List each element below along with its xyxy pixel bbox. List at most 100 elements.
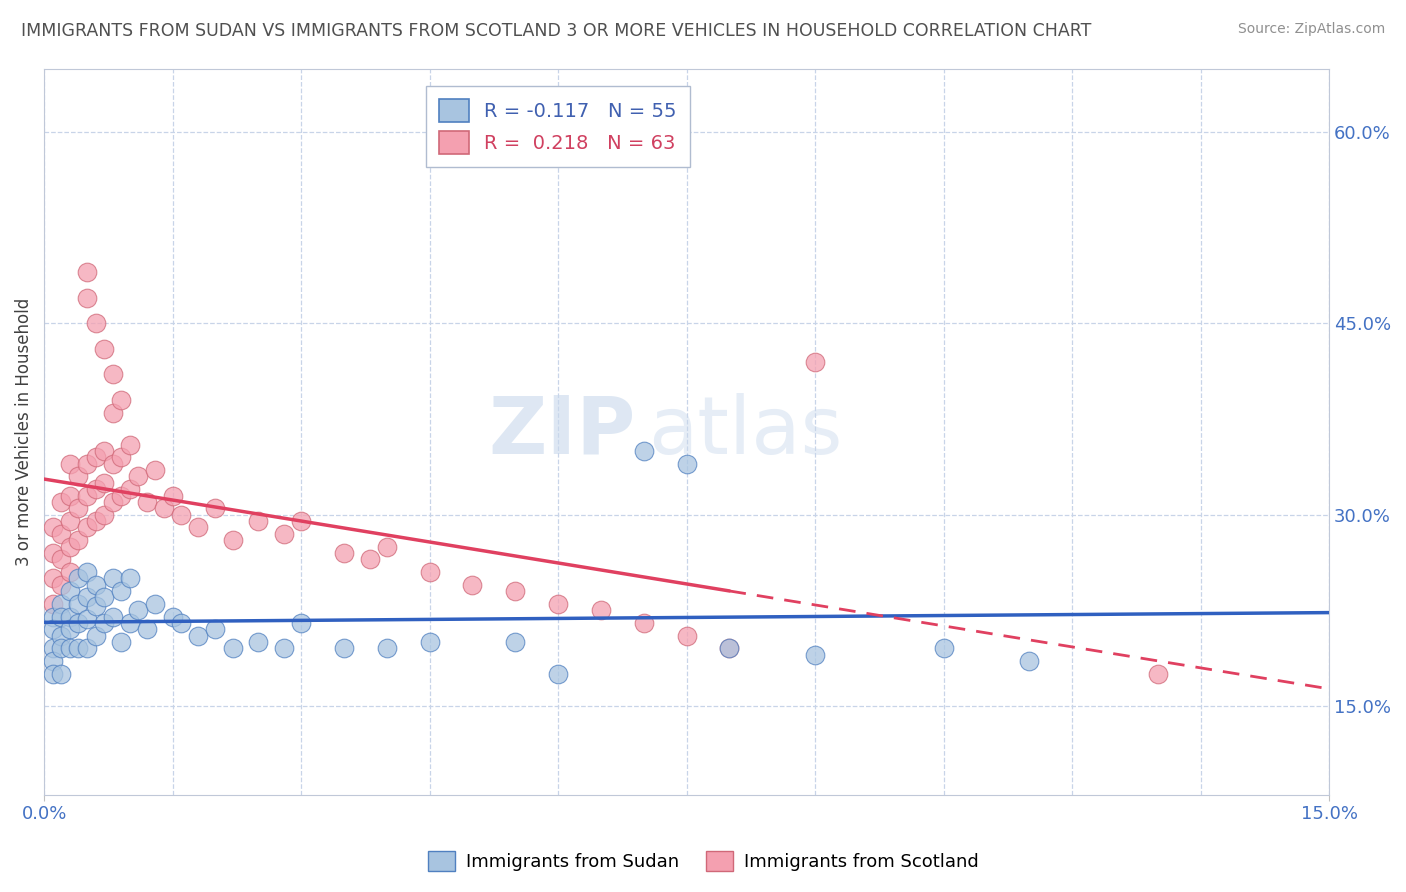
Point bbox=[118, 571, 141, 585]
Point bbox=[145, 597, 167, 611]
Point bbox=[51, 526, 73, 541]
Point bbox=[101, 368, 124, 382]
Point bbox=[503, 635, 526, 649]
Point bbox=[76, 565, 98, 579]
Point bbox=[93, 591, 115, 605]
Point bbox=[375, 641, 398, 656]
Point bbox=[110, 635, 132, 649]
Point bbox=[51, 578, 73, 592]
Point bbox=[84, 514, 107, 528]
Point bbox=[51, 552, 73, 566]
Point bbox=[41, 520, 63, 534]
Point bbox=[59, 641, 82, 656]
Point bbox=[76, 641, 98, 656]
Point bbox=[67, 571, 90, 585]
Point bbox=[127, 603, 149, 617]
Point bbox=[135, 623, 157, 637]
Point bbox=[84, 482, 107, 496]
Point bbox=[187, 629, 209, 643]
Point bbox=[84, 629, 107, 643]
Point bbox=[804, 354, 827, 368]
Point bbox=[135, 495, 157, 509]
Point bbox=[127, 469, 149, 483]
Point bbox=[41, 667, 63, 681]
Point bbox=[547, 667, 569, 681]
Point bbox=[118, 615, 141, 630]
Point bbox=[67, 597, 90, 611]
Point bbox=[101, 571, 124, 585]
Point bbox=[247, 514, 270, 528]
Point bbox=[51, 641, 73, 656]
Point bbox=[589, 603, 612, 617]
Point bbox=[204, 623, 226, 637]
Point bbox=[273, 641, 295, 656]
Point bbox=[59, 565, 82, 579]
Point bbox=[110, 489, 132, 503]
Point bbox=[461, 578, 484, 592]
Point bbox=[67, 615, 90, 630]
Point bbox=[84, 450, 107, 465]
Point bbox=[675, 457, 697, 471]
Point bbox=[290, 615, 312, 630]
Point bbox=[633, 615, 655, 630]
Point bbox=[718, 641, 741, 656]
Point bbox=[51, 667, 73, 681]
Point bbox=[67, 533, 90, 548]
Point bbox=[59, 584, 82, 599]
Point bbox=[59, 623, 82, 637]
Point bbox=[101, 457, 124, 471]
Point bbox=[110, 584, 132, 599]
Point bbox=[41, 571, 63, 585]
Point bbox=[76, 457, 98, 471]
Point bbox=[419, 635, 441, 649]
Point bbox=[41, 597, 63, 611]
Text: Source: ZipAtlas.com: Source: ZipAtlas.com bbox=[1237, 22, 1385, 37]
Point bbox=[41, 654, 63, 668]
Point bbox=[51, 495, 73, 509]
Point bbox=[101, 406, 124, 420]
Point bbox=[204, 501, 226, 516]
Point bbox=[145, 463, 167, 477]
Point bbox=[93, 342, 115, 356]
Point bbox=[41, 623, 63, 637]
Point bbox=[41, 609, 63, 624]
Point bbox=[804, 648, 827, 662]
Legend: Immigrants from Sudan, Immigrants from Scotland: Immigrants from Sudan, Immigrants from S… bbox=[420, 844, 986, 879]
Point bbox=[221, 533, 243, 548]
Point bbox=[162, 609, 184, 624]
Point bbox=[101, 495, 124, 509]
Point bbox=[84, 578, 107, 592]
Point bbox=[273, 526, 295, 541]
Point bbox=[59, 457, 82, 471]
Point bbox=[51, 629, 73, 643]
Point bbox=[59, 540, 82, 554]
Point bbox=[101, 609, 124, 624]
Point bbox=[419, 565, 441, 579]
Point bbox=[110, 450, 132, 465]
Point bbox=[76, 291, 98, 305]
Point bbox=[76, 612, 98, 626]
Point bbox=[1146, 667, 1168, 681]
Point bbox=[59, 514, 82, 528]
Point bbox=[93, 508, 115, 522]
Point bbox=[718, 641, 741, 656]
Point bbox=[76, 265, 98, 279]
Point bbox=[359, 552, 381, 566]
Point bbox=[153, 501, 176, 516]
Point bbox=[76, 489, 98, 503]
Point bbox=[76, 520, 98, 534]
Point bbox=[118, 482, 141, 496]
Point bbox=[1018, 654, 1040, 668]
Point bbox=[93, 615, 115, 630]
Point bbox=[93, 475, 115, 490]
Point bbox=[41, 546, 63, 560]
Point bbox=[67, 641, 90, 656]
Y-axis label: 3 or more Vehicles in Household: 3 or more Vehicles in Household bbox=[15, 298, 32, 566]
Point bbox=[51, 597, 73, 611]
Point bbox=[170, 615, 193, 630]
Point bbox=[41, 641, 63, 656]
Point bbox=[333, 546, 356, 560]
Point bbox=[59, 489, 82, 503]
Text: atlas: atlas bbox=[648, 392, 842, 471]
Point bbox=[547, 597, 569, 611]
